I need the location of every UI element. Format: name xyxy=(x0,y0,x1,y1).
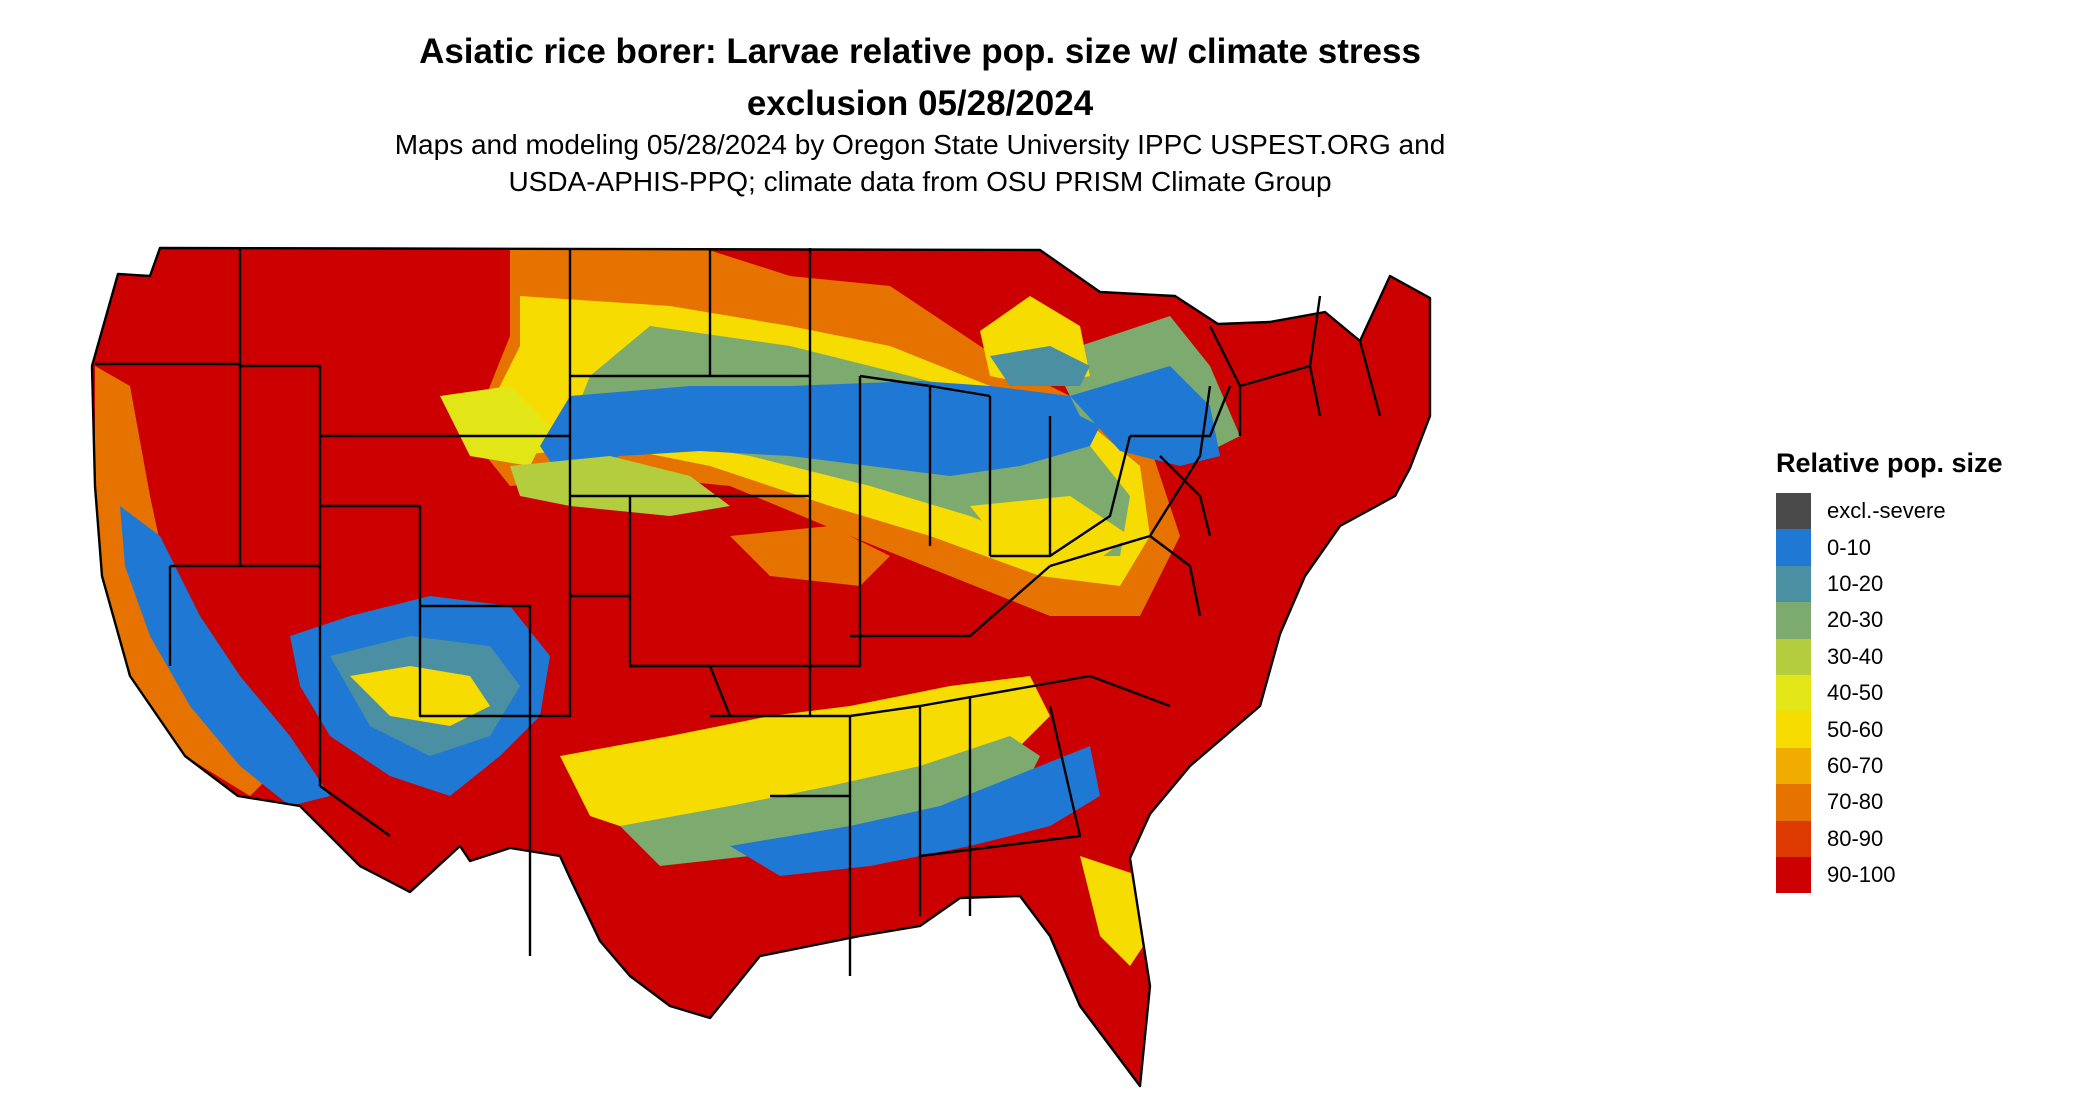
legend-item-50-60: 50-60 xyxy=(1776,711,2003,748)
legend-items: excl.-severe 0-10 10-20 20-30 30-40 40-5… xyxy=(1776,493,2003,894)
legend-swatch xyxy=(1776,747,1811,785)
legend-swatch xyxy=(1776,674,1811,712)
legend-swatch xyxy=(1776,711,1811,748)
gulf-band-0-10 xyxy=(730,746,1100,876)
legend-item-10-20: 10-20 xyxy=(1776,565,2003,603)
legend-label: 90-100 xyxy=(1827,862,1896,888)
subtitle-line-1: Maps and modeling 05/28/2024 by Oregon S… xyxy=(394,129,1446,160)
legend-item-excl-severe: excl.-severe xyxy=(1776,493,2003,530)
legend-swatch xyxy=(1776,856,1811,894)
legend-swatch xyxy=(1776,565,1811,603)
northeast-band-0-10 xyxy=(1070,366,1220,466)
legend-label: 40-50 xyxy=(1827,680,1884,706)
legend-label: excl.-severe xyxy=(1827,498,1946,524)
legend-swatch xyxy=(1776,820,1811,857)
legend-label: 60-70 xyxy=(1827,752,1884,778)
subtitle-line-2: USDA-APHIS-PPQ; climate data from OSU PR… xyxy=(508,166,1332,197)
gulf-band-20-30 xyxy=(620,736,1040,866)
legend-label: 70-80 xyxy=(1827,789,1884,815)
legend-item-90-100: 90-100 xyxy=(1776,856,2003,894)
legend-label: 0-10 xyxy=(1827,534,1872,560)
california-band-0-10 xyxy=(120,506,330,806)
title-line-2: exclusion 05/28/2024 xyxy=(746,84,1094,123)
great-plains-band-30-40 xyxy=(510,456,730,516)
state-borders xyxy=(90,246,1432,1088)
midwest-band-0-10 xyxy=(540,381,1100,476)
legend: Relative pop. size excl.-severe 0-10 10-… xyxy=(1776,448,2003,894)
legend-label: 10-20 xyxy=(1827,570,1884,596)
map-subtitle: Maps and modeling 05/28/2024 by Oregon S… xyxy=(260,126,1580,200)
legend-swatch xyxy=(1776,638,1811,675)
legend-title: Relative pop. size xyxy=(1776,448,2003,478)
legend-item-70-80: 70-80 xyxy=(1776,784,2003,821)
legend-swatch xyxy=(1776,602,1811,639)
legend-item-80-90: 80-90 xyxy=(1776,820,2003,857)
legend-item-30-40: 30-40 xyxy=(1776,638,2003,675)
gulf-band-50-60 xyxy=(560,676,1050,836)
legend-label: 50-60 xyxy=(1827,716,1884,742)
michigan-band-10-20 xyxy=(990,346,1090,386)
legend-swatch xyxy=(1776,784,1811,821)
legend-item-20-30: 20-30 xyxy=(1776,602,2003,639)
legend-item-40-50: 40-50 xyxy=(1776,674,2003,712)
map-title: Asiatic rice borer: Larvae relative pop.… xyxy=(260,26,1580,130)
legend-item-0-10: 0-10 xyxy=(1776,529,2003,566)
title-line-1: Asiatic rice borer: Larvae relative pop.… xyxy=(419,32,1421,71)
us-population-map xyxy=(90,246,1432,1088)
rockies-band-40-50 xyxy=(440,386,550,466)
legend-label: 20-30 xyxy=(1827,607,1884,633)
legend-label: 80-90 xyxy=(1827,825,1884,851)
pacific-coast-strip xyxy=(95,366,280,796)
legend-swatch xyxy=(1776,493,1811,530)
florida-tip-50-60 xyxy=(1080,856,1150,966)
legend-item-60-70: 60-70 xyxy=(1776,747,2003,785)
legend-label: 30-40 xyxy=(1827,643,1884,669)
legend-swatch xyxy=(1776,529,1811,566)
